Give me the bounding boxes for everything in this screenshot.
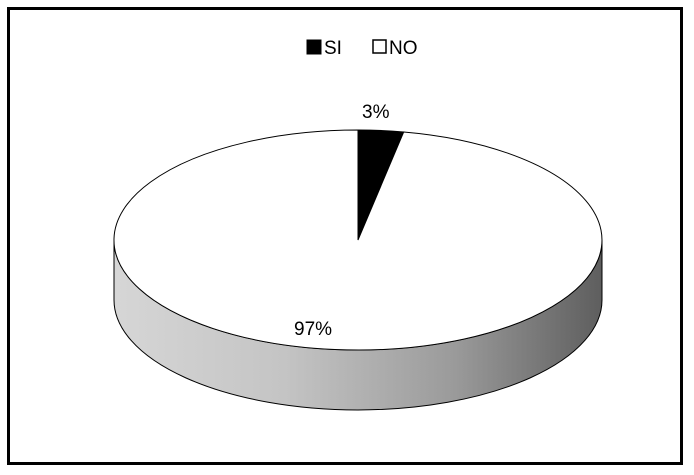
- data-label-si: 3%: [362, 102, 390, 123]
- legend-label-si: SI: [324, 38, 342, 59]
- pie-slice-no: [113, 129, 603, 351]
- legend-swatch-no: [372, 39, 387, 54]
- legend-swatch-si: [306, 39, 322, 55]
- legend: SI NO: [306, 38, 418, 59]
- pie-slices: [113, 129, 603, 351]
- legend-label-no: NO: [389, 38, 418, 59]
- data-label-no: 97%: [294, 319, 332, 340]
